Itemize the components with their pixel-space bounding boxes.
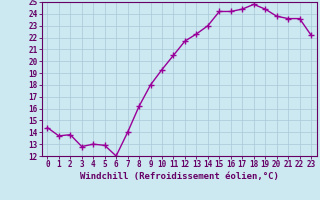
- X-axis label: Windchill (Refroidissement éolien,°C): Windchill (Refroidissement éolien,°C): [80, 172, 279, 181]
